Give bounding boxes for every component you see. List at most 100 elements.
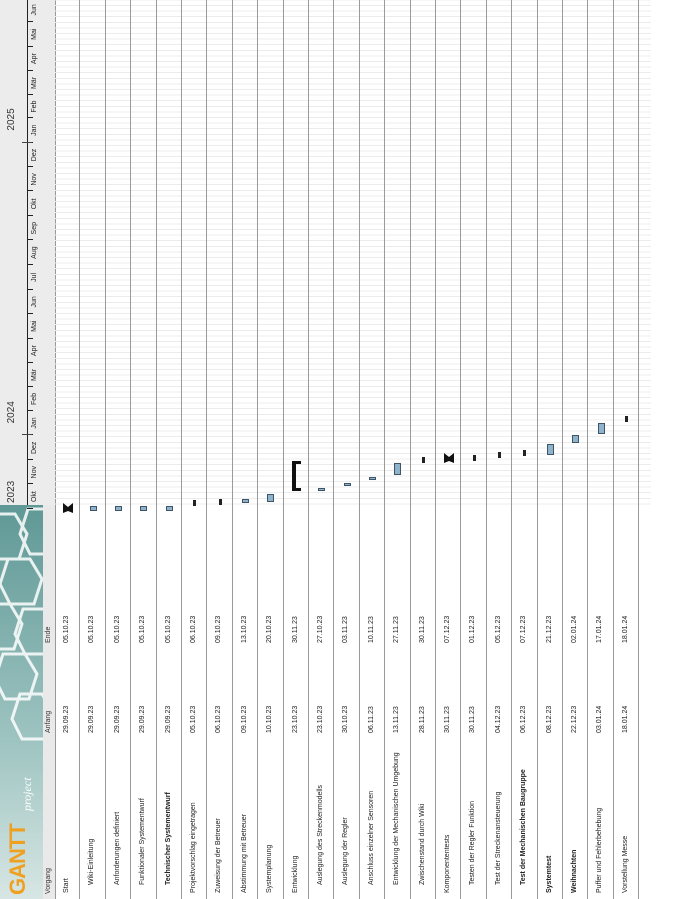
task-end-date: 18.01.24 — [621, 615, 629, 643]
task-bar[interactable] — [193, 499, 197, 506]
task-start-date: 29.09.23 — [63, 705, 70, 733]
task-start-date: 10.10.23 — [266, 705, 274, 733]
task-end-date: 05.10.23 — [113, 615, 121, 643]
timeline-header: Okt Nov Dez Jan Feb Mär Apr Mai Jun Jul Aug Sep Okt N… — [0, 0, 56, 509]
task-row[interactable]: Wiki-Einleitung 29.09.23 05.10.23 — [80, 0, 106, 899]
column-header-start[interactable]: Anfang — [45, 710, 52, 733]
month-label: Feb — [31, 392, 38, 406]
task-bar[interactable] — [114, 505, 122, 511]
task-name: Puffer und Fehlerbehebung — [596, 807, 604, 893]
task-start-date: 23.10.23 — [317, 705, 324, 733]
task-row[interactable]: Abstimmung mit Betreuer 09.10.23 13.10.23 — [232, 0, 259, 899]
task-start-date: 22.12.23 — [571, 705, 578, 733]
task-name: Entwicklung der Mechanischen Umgebung — [393, 752, 401, 885]
task-row[interactable]: Anforderungen definiert 29.09.23 05.10.23 — [105, 0, 132, 899]
task-row[interactable]: Zuweisung der Betreuer 06.10.23 09.10.23 — [207, 0, 233, 899]
task-bar[interactable] — [218, 499, 222, 505]
task-row[interactable]: Auslegung des Streckenmodells 23.10.23 27.… — [309, 0, 335, 899]
milestone-shape — [62, 502, 73, 513]
task-start-date: 18.01.24 — [621, 705, 629, 733]
task-bar[interactable] — [267, 493, 275, 502]
task-bar[interactable] — [241, 499, 249, 503]
month-label: Sep — [31, 221, 38, 235]
task-row[interactable]: Start 29.09.23 05.10.23 — [55, 0, 81, 899]
task-row[interactable]: Anschluss einzelner Sensoren 06.11.23 10.1… — [359, 0, 386, 899]
task-bar[interactable] — [472, 455, 476, 461]
logo-text: GANTT — [5, 824, 30, 895]
column-header-end[interactable]: Ende — [45, 626, 52, 643]
task-row[interactable]: Komponententests 30.11.23 07.12.23 — [436, 0, 462, 899]
task-name: Zuweisung der Betreuer — [215, 818, 223, 893]
month-label: Apr — [31, 345, 38, 357]
milestone-marker[interactable] — [443, 451, 455, 463]
task-end-date: 02.01.24 — [571, 615, 578, 643]
milestone-marker[interactable] — [62, 501, 74, 513]
task-bar[interactable] — [394, 463, 402, 475]
task-bar[interactable] — [343, 482, 351, 486]
task-row[interactable]: Systemtest 08.12.23 21.12.23 — [537, 0, 563, 899]
task-row[interactable]: Test der Streckenansteuerung 04.12.23 05.1… — [486, 0, 513, 899]
task-end-date: 05.10.23 — [63, 615, 70, 643]
month-label: Apr — [31, 53, 38, 65]
task-start-date: 29.09.23 — [164, 705, 172, 733]
task-end-date: 17.01.24 — [596, 615, 604, 643]
task-row[interactable]: Zwischenstand durch Wiki 28.11.23 30.11.23 — [410, 0, 436, 899]
month-label: Jul — [31, 272, 38, 282]
task-row[interactable]: Puffer und Fehlerbehebung 03.01.24 17.01.2… — [588, 0, 614, 899]
task-end-date: 27.10.23 — [317, 615, 324, 643]
task-name: Anforderungen definiert — [113, 811, 121, 885]
task-bar[interactable] — [597, 422, 605, 434]
task-start-date: 30.10.23 — [342, 705, 350, 733]
task-bar[interactable] — [89, 505, 97, 511]
task-end-date: 03.11.23 — [342, 616, 350, 643]
task-start-date: 28.11.23 — [418, 706, 426, 733]
year-label: 2023 — [6, 480, 17, 503]
task-start-date: 06.12.23 — [520, 705, 528, 733]
year-tick — [22, 141, 32, 143]
task-row[interactable]: Entwicklung der Mechanischen Umgebung 13.… — [385, 0, 411, 899]
task-row[interactable]: Test der Mechanischen Baugruppe 06.12.23 0… — [512, 0, 538, 899]
task-end-date: 30.11.23 — [418, 616, 426, 643]
task-bar[interactable] — [165, 505, 173, 511]
summary-bar[interactable] — [292, 461, 297, 492]
task-bar[interactable] — [318, 488, 326, 492]
task-bar[interactable] — [140, 505, 148, 511]
task-bar[interactable] — [368, 477, 376, 481]
task-bar[interactable] — [624, 415, 628, 422]
task-start-date: 30.11.23 — [444, 706, 451, 733]
task-name: Funktionaler Systementwurf — [139, 798, 147, 885]
task-start-date: 29.09.23 — [139, 705, 147, 733]
task-name: Systemtest — [545, 855, 553, 893]
month-label: Mai — [31, 320, 38, 332]
task-name: Test der Mechanischen Baugruppe — [520, 769, 528, 885]
task-row[interactable]: Testen der Regler Funktion 30.11.23 01.12.… — [461, 0, 487, 899]
task-row[interactable]: Technischer Systementwurf 29.09.23 05.10.2… — [156, 0, 182, 899]
task-bar[interactable] — [572, 434, 580, 444]
task-name: Auslegung der Regler — [342, 817, 350, 885]
task-start-date: 09.10.23 — [240, 705, 248, 733]
task-name: Anschluss einzelner Sensoren — [367, 790, 375, 885]
task-start-date: 13.11.23 — [393, 706, 401, 733]
month-label: Aug — [31, 246, 38, 259]
task-start-date: 08.12.23 — [545, 705, 553, 733]
task-name: Komponententests — [444, 834, 451, 893]
task-row[interactable]: Vorstellung Messe 18.01.24 18.01.24 — [613, 0, 640, 899]
task-row[interactable]: Systemplanung 10.10.23 20.10.23 — [258, 0, 284, 899]
year-tick — [22, 434, 32, 436]
task-row[interactable]: Projektvorschlag eingetragen 05.10.23 06.1… — [182, 0, 208, 899]
task-row[interactable]: Entwicklung 23.10.23 30.11.23 — [283, 0, 309, 899]
task-row[interactable]: Weihnachten 22.12.23 02.01.24 — [563, 0, 589, 899]
task-bar[interactable] — [497, 451, 501, 458]
task-end-date: 07.12.23 — [520, 615, 528, 643]
task-bar[interactable] — [523, 450, 527, 457]
task-row[interactable]: Auslegung der Regler 30.10.23 03.11.23 — [334, 0, 360, 899]
logo-subtext: project — [20, 777, 34, 811]
task-row[interactable]: Funktionaler Systementwurf 29.09.23 05.10.… — [131, 0, 157, 899]
task-end-date: 13.10.23 — [240, 615, 248, 643]
task-start-date: 23.10.23 — [291, 705, 299, 733]
task-bar[interactable] — [546, 444, 554, 455]
column-header-task[interactable]: Vorgang — [45, 867, 52, 894]
task-end-date: 05.10.23 — [88, 615, 96, 643]
task-bar[interactable] — [421, 456, 425, 463]
